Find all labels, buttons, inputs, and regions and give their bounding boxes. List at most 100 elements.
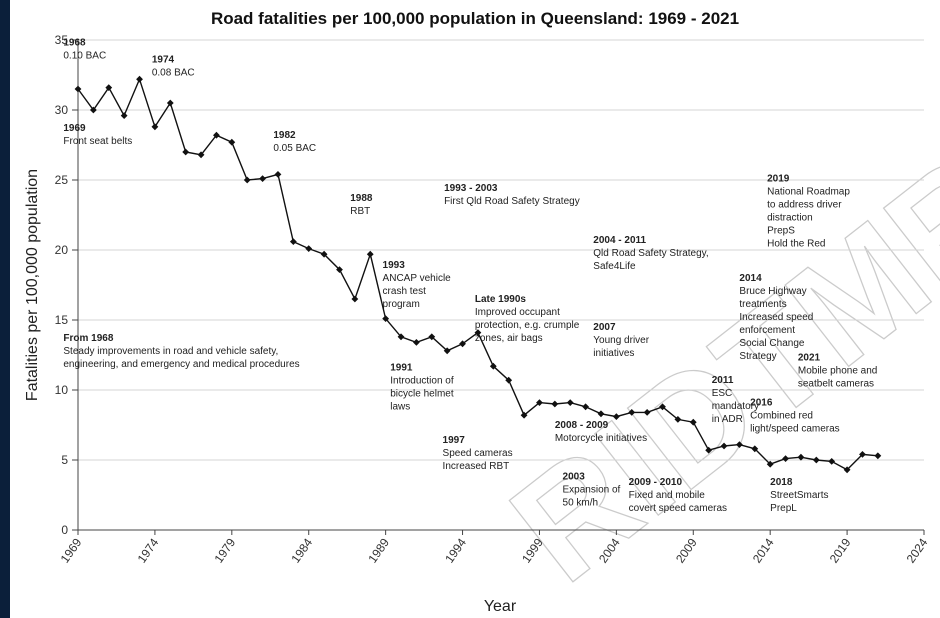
annotation-a2018: 2018 StreetSmarts PrepL [770,477,828,514]
data-point-2009 [689,418,697,426]
annotation-a2009_2010: 2009 - 2010 Fixed and mobile covert speed … [629,477,727,514]
data-point-1996 [489,362,497,370]
y-tick-label-30: 30 [55,103,69,117]
annotation-line: Hold the Red [767,238,825,249]
annotation-a1991: 1991 Introduction of bicycle helmet laws [390,362,454,412]
data-point-2019 [843,466,851,474]
annotation-heading: 1988 [350,193,373,204]
annotation-line: 50 km/h [563,498,599,509]
annotation-heading: 2019 [767,173,790,184]
chart-title: Road fatalities per 100,000 population i… [211,9,739,28]
data-point-1994 [459,340,466,348]
annotation-line: Fixed and mobile [629,490,706,501]
data-point-1987 [351,295,359,303]
x-tick-label-1969: 1969 [58,535,85,565]
annotation-line: Introduction of [390,375,454,386]
annotation-line: Safe4Life [593,261,636,272]
annotation-a1988: 1988 RBT [350,193,373,217]
data-point-1979 [228,138,236,146]
annotation-heading: 1968 [63,38,86,49]
data-point-1992 [428,333,436,341]
y-tick-label-10: 10 [55,383,69,397]
annotation-line: National Roadmap [767,186,850,197]
annotation-a1993: 1993 ANCAP vehicle crash test program [383,260,452,310]
x-tick-label-1984: 1984 [288,535,315,565]
annotation-line: mandatory [712,401,759,412]
annotation-line: protection, e.g. crumple [475,320,580,331]
data-point-1972 [120,112,128,119]
annotation-line: First Qld Road Safety Strategy [444,196,580,207]
annotation-line: 0.08 BAC [152,67,195,78]
annotation-heading: 1991 [390,362,413,373]
data-point-1982 [274,171,282,178]
y-tick-label-25: 25 [55,173,69,187]
data-point-2004 [612,413,620,420]
chart-frame: RIDTMR Road fatalities per 100,000 popul… [10,0,940,618]
y-tick-label-20: 20 [55,243,69,257]
annotation-line: light/speed cameras [750,423,840,434]
data-point-2012 [736,441,743,448]
annotation-a2007: 2007 Young driver initiatives [593,322,649,359]
annotation-a1974: 1974 0.08 BAC [152,54,195,78]
data-point-1977 [197,151,205,159]
annotation-line: ANCAP vehicle [383,273,452,284]
x-tick-label-2019: 2019 [827,535,854,565]
annotation-line: initiatives [593,348,634,359]
x-tick-label-1974: 1974 [135,535,162,565]
data-point-2010 [705,446,713,454]
annotation-line: PrepS [767,225,795,236]
annotation-heading: 2008 - 2009 [555,420,609,431]
annotation-line: StreetSmarts [770,490,828,501]
annotation-heading: 2021 [798,353,821,364]
data-point-1974 [151,123,159,131]
data-point-1986 [336,266,343,273]
data-point-1991 [413,339,420,346]
data-point-1973 [136,75,143,83]
data-markers [74,75,882,474]
annotation-line: Speed cameras [443,448,513,459]
annotation-a2008_2009: 2008 - 2009 Motorcycle initiatives [555,420,647,444]
data-point-2018 [828,458,836,465]
annotation-a2014: 2014 Bruce Highway treatments Increased spe… [739,273,813,362]
data-point-1976 [182,148,190,156]
axes [77,40,924,531]
data-point-2003 [597,410,605,418]
annotation-line: Young driver [593,335,649,346]
x-tick-label-1979: 1979 [211,535,238,565]
y-axis-label: Fatalities per 100,000 population [24,169,41,401]
y-tick-label-0: 0 [61,523,68,537]
data-point-2007 [659,403,666,411]
annotation-line: to address driver [767,199,842,210]
annotation-line: 0.05 BAC [273,143,316,154]
data-point-1978 [213,131,220,139]
gridlines [78,39,924,461]
annotation-a2004_2011: 2004 - 2011 Qld Road Safety Strategy, Safe… [593,235,708,272]
annotation-heading: 1997 [443,435,466,446]
annotation-line: Strategy [739,351,776,362]
annotation-line: Qld Road Safety Strategy, [593,248,708,259]
annotation-line: 0.10 BAC [63,51,106,62]
data-point-1983 [289,238,297,245]
data-point-1995 [474,329,482,336]
annotation-heading: 1993 - 2003 [444,183,498,194]
data-point-2001 [566,399,574,406]
annotation-line: Bruce Highway [739,286,806,297]
annotation-a2011: 2011 ESC mandatory in ADR [712,375,759,425]
x-tick-label-2014: 2014 [750,535,777,565]
annotation-line: ESC [712,388,733,399]
data-point-2021 [874,452,882,460]
data-point-2005 [628,409,636,416]
annotation-line: Mobile phone and [798,366,878,377]
data-point-2020 [859,451,866,458]
data-point-2011 [720,442,728,450]
data-point-2015 [782,455,789,462]
y-tick-label-35: 35 [55,33,69,47]
annotation-line: Social Change [739,338,804,349]
annotation-line: program [383,299,420,310]
annotation-line: seatbelt cameras [798,379,874,390]
data-point-1999 [536,399,543,406]
data-point-1969 [74,85,82,93]
data-point-1981 [259,175,266,182]
annotation-heading: 2014 [739,273,762,284]
x-axis-label: Year [484,598,517,615]
